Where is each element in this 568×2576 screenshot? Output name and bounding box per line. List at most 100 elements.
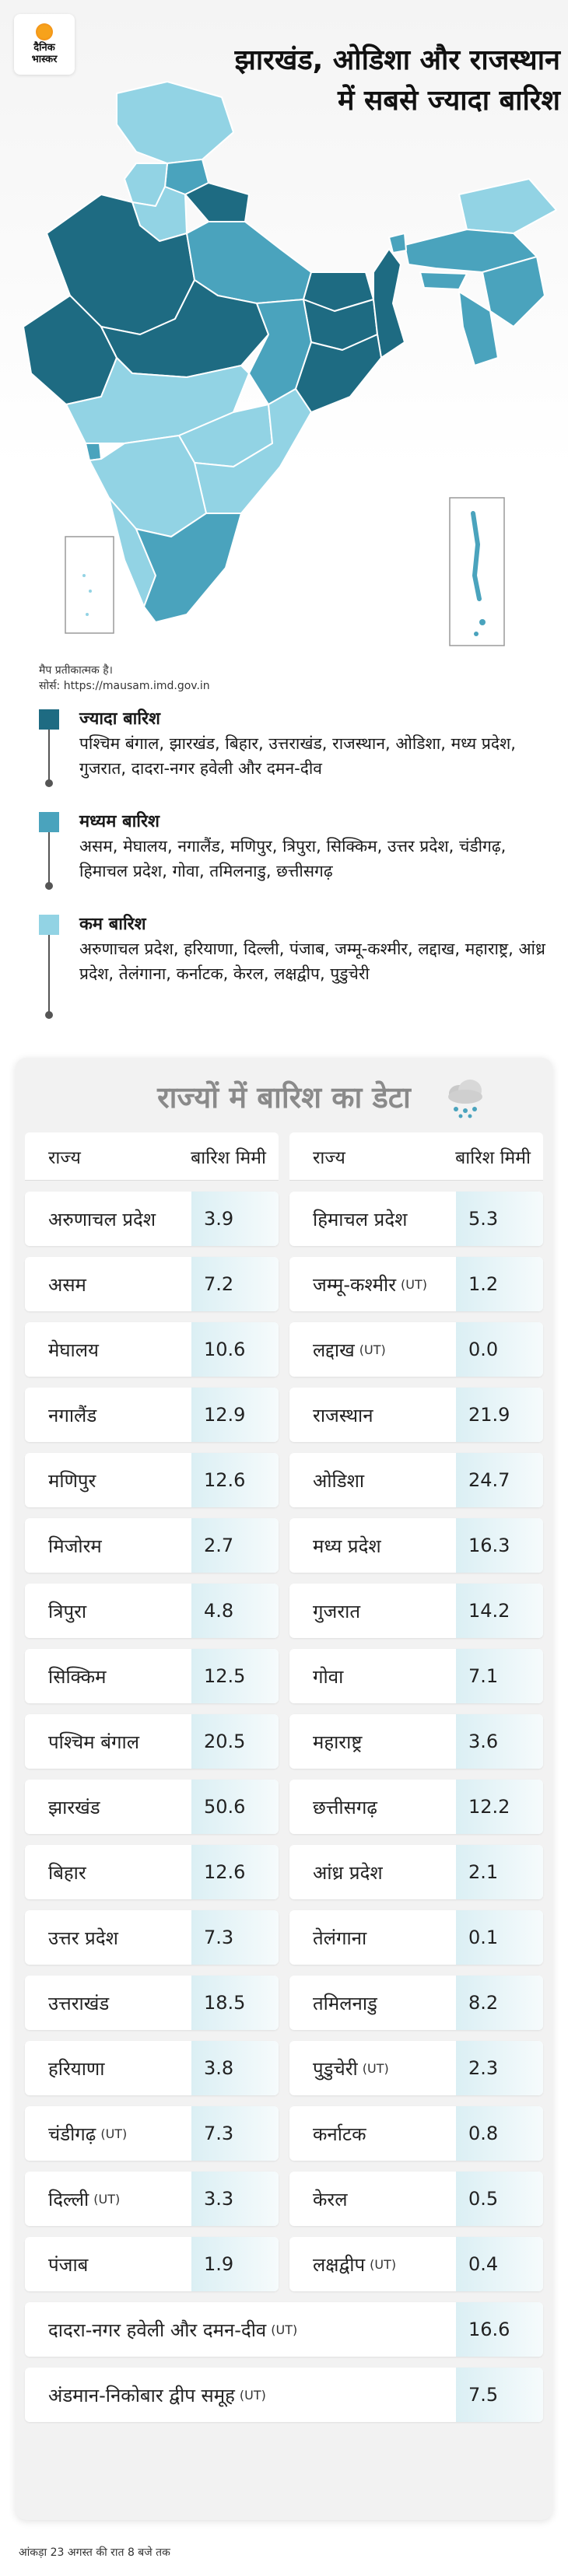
row-rain-value: 0.8 bbox=[456, 2106, 543, 2161]
row-state-name: मेघालय bbox=[25, 1322, 191, 1377]
table-row: बिहार 12.6 bbox=[25, 1845, 279, 1899]
table-row: महाराष्ट्र 3.6 bbox=[289, 1714, 543, 1769]
row-state-name: तमिलनाडु bbox=[289, 1976, 456, 2030]
ut-badge: (UT) bbox=[100, 2126, 128, 2141]
row-state-name: दिल्ली (UT) bbox=[25, 2172, 191, 2226]
map-section: दैनिक भास्कर झारखंड, ओडिशा और राजस्थान म… bbox=[0, 0, 568, 669]
brand-logo: दैनिक भास्कर bbox=[14, 14, 75, 75]
state-name-text: लक्षद्वीप bbox=[313, 2253, 366, 2276]
row-rain-value: 1.9 bbox=[191, 2237, 279, 2291]
legend-swatch-high bbox=[39, 709, 59, 730]
row-rain-value: 18.5 bbox=[191, 1976, 279, 2030]
ut-badge: (UT) bbox=[362, 2060, 389, 2076]
row-rain-value: 0.5 bbox=[456, 2172, 543, 2226]
state-name-text: कर्नाटक bbox=[313, 2123, 366, 2145]
table-row: पंजाब 1.9 bbox=[25, 2237, 279, 2291]
row-state-name: मिजोरम bbox=[25, 1518, 191, 1573]
row-state-name: लक्षद्वीप (UT) bbox=[289, 2237, 456, 2291]
table-row: उत्तराखंड 18.5 bbox=[25, 1976, 279, 2030]
table-row: हरियाणा 3.8 bbox=[25, 2041, 279, 2095]
table-header-right: राज्य बारिश मिमी bbox=[289, 1132, 543, 1181]
row-state-name: हिमाचल प्रदेश bbox=[289, 1192, 456, 1246]
sun-logo-icon bbox=[36, 23, 53, 40]
state-name-text: लद्दाख bbox=[313, 1339, 355, 1361]
legend-swatch-low bbox=[39, 915, 59, 935]
state-name-text: महाराष्ट्र bbox=[313, 1731, 363, 1753]
table-row: गोवा 7.1 bbox=[289, 1649, 543, 1703]
table-row: गुजरात 14.2 bbox=[289, 1584, 543, 1638]
row-state-name: लद्दाख (UT) bbox=[289, 1322, 456, 1377]
row-state-name: महाराष्ट्र bbox=[289, 1714, 456, 1769]
table-row: आंध्र प्रदेश 2.1 bbox=[289, 1845, 543, 1899]
row-rain-value: 0.1 bbox=[456, 1910, 543, 1965]
state-name-text: मेघालय bbox=[48, 1339, 99, 1361]
legend-desc-medium: असम, मेघालय, नगालैंड, मणिपुर, त्रिपुरा, … bbox=[79, 837, 507, 880]
state-name-text: नगालैंड bbox=[48, 1404, 97, 1426]
row-state-name: केरल bbox=[289, 2172, 456, 2226]
row-state-name: असम bbox=[25, 1257, 191, 1311]
state-name-text: जम्मू-कश्मीर bbox=[313, 1273, 397, 1296]
state-name-text: उत्तराखंड bbox=[48, 1992, 110, 2014]
table-row: असम 7.2 bbox=[25, 1257, 279, 1311]
state-name-text: पश्चिम बंगाल bbox=[48, 1731, 139, 1753]
table-row: चंडीगढ़ (UT) 7.3 bbox=[25, 2106, 279, 2161]
header-rain-mm: बारिश मिमी bbox=[191, 1147, 266, 1168]
table-row: अरुणाचल प्रदेश 3.9 bbox=[25, 1192, 279, 1246]
table-row: उत्तर प्रदेश 7.3 bbox=[25, 1910, 279, 1965]
map-region-arunachal bbox=[458, 178, 557, 234]
row-state-name: गुजरात bbox=[289, 1584, 456, 1638]
state-name-text: असम bbox=[48, 1273, 86, 1296]
map-region-nagaland-manipur bbox=[482, 256, 545, 327]
row-state-name: चंडीगढ़ (UT) bbox=[25, 2106, 191, 2161]
logo-text-line1: दैनिक bbox=[33, 42, 55, 54]
row-rain-value: 0.0 bbox=[456, 1322, 543, 1377]
legend-title-medium: मध्यम बारिश bbox=[79, 812, 160, 831]
row-rain-value: 7.3 bbox=[191, 2106, 279, 2161]
row-state-name: जम्मू-कश्मीर (UT) bbox=[289, 1257, 456, 1311]
row-rain-value: 20.5 bbox=[191, 1714, 279, 1769]
state-name-text: पंजाब bbox=[48, 2253, 89, 2276]
state-name-text: उत्तर प्रदेश bbox=[48, 1927, 118, 1949]
table-row: ओडिशा 24.7 bbox=[289, 1453, 543, 1507]
table-row: हिमाचल प्रदेश 5.3 bbox=[289, 1192, 543, 1246]
map-inset-andaman bbox=[449, 497, 505, 646]
row-state-name: गोवा bbox=[289, 1649, 456, 1703]
table-row: दादरा-नगर हवेली और दमन-दीव (UT) 16.6 bbox=[25, 2302, 543, 2357]
legend-desc-high: पश्चिम बंगाल, झारखंड, बिहार, उत्तराखंड, … bbox=[79, 734, 516, 778]
row-rain-value: 24.7 bbox=[456, 1453, 543, 1507]
state-name-text: त्रिपुरा bbox=[48, 1600, 87, 1622]
state-name-text: सिक्किम bbox=[48, 1665, 107, 1688]
row-state-name: पुडुचेरी (UT) bbox=[289, 2041, 456, 2095]
table-row: अंडमान-निकोबार द्वीप समूह (UT) 7.5 bbox=[25, 2368, 543, 2422]
row-state-name: आंध्र प्रदेश bbox=[289, 1845, 456, 1899]
map-source: सोर्स: https://mausam.imd.gov.in bbox=[39, 680, 210, 692]
state-name-text: तमिलनाडु bbox=[313, 1992, 377, 2014]
map-region-uttarakhand bbox=[184, 182, 250, 222]
map-region-maharashtra bbox=[65, 357, 250, 444]
legend-item-low: कम बारिश अरुणाचल प्रदेश, हरियाणा, दिल्ली… bbox=[39, 913, 552, 1019]
row-rain-value: 10.6 bbox=[191, 1322, 279, 1377]
legend-desc-low: अरुणाचल प्रदेश, हरियाणा, दिल्ली, पंजाब, … bbox=[79, 940, 545, 983]
row-rain-value: 8.2 bbox=[456, 1976, 543, 2030]
ut-badge: (UT) bbox=[401, 1276, 427, 1292]
row-rain-value: 14.2 bbox=[456, 1584, 543, 1638]
map-region-jk-ladakh bbox=[116, 81, 234, 164]
state-name-text: छत्तीसगढ़ bbox=[313, 1796, 377, 1818]
state-name-text: अंडमान-निकोबार द्वीप समूह bbox=[48, 2384, 235, 2406]
logo-text-line2: भास्कर bbox=[31, 54, 58, 65]
row-rain-value: 3.3 bbox=[191, 2172, 279, 2226]
table-row: सिक्किम 12.5 bbox=[25, 1649, 279, 1703]
table-row: कर्नाटक 0.8 bbox=[289, 2106, 543, 2161]
row-rain-value: 5.3 bbox=[456, 1192, 543, 1246]
map-region-goa bbox=[85, 443, 102, 461]
row-rain-value: 2.1 bbox=[456, 1845, 543, 1899]
state-name-text: हिमाचल प्रदेश bbox=[313, 1208, 408, 1230]
table-row: लद्दाख (UT) 0.0 bbox=[289, 1322, 543, 1377]
row-rain-value: 1.2 bbox=[456, 1257, 543, 1311]
ut-badge: (UT) bbox=[370, 2256, 397, 2272]
row-rain-value: 7.3 bbox=[191, 1910, 279, 1965]
table-row: मेघालय 10.6 bbox=[25, 1322, 279, 1377]
row-rain-value: 4.8 bbox=[191, 1584, 279, 1638]
ut-badge: (UT) bbox=[239, 2387, 266, 2403]
row-state-name: सिक्किम bbox=[25, 1649, 191, 1703]
